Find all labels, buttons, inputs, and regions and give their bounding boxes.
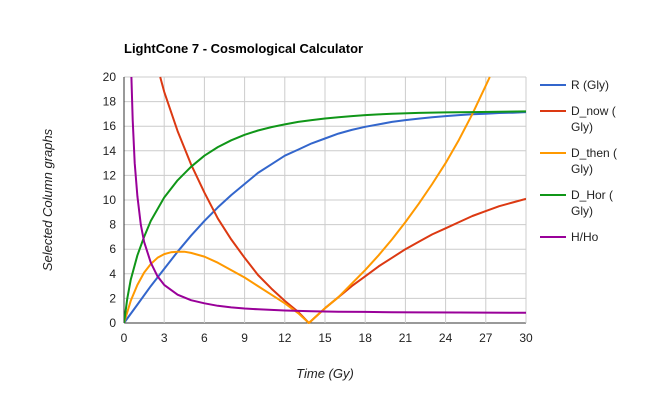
x-axis-label: Time (Gy) — [296, 366, 354, 381]
x-tick-label: 9 — [241, 331, 248, 345]
legend: R (Gly) D_now ( Gly) D_then ( Gly) D_Hor ( Gly… — [540, 78, 617, 244]
series-line-5 — [130, 76, 526, 314]
x-tick-label: 0 — [121, 331, 128, 345]
series-line-1 — [124, 111, 526, 324]
y-tick-label: 8 — [109, 218, 116, 232]
legend-label-line: D_Hor ( — [571, 188, 613, 202]
legend-label-3: D_then ( Gly) — [571, 146, 617, 176]
series-lines — [124, 76, 526, 324]
y-axis-label: Selected Column graphs — [40, 128, 55, 271]
legend-label-line: D_then ( — [571, 146, 617, 160]
y-tick-label: 2 — [109, 291, 116, 305]
x-tick-label: 18 — [359, 331, 373, 345]
series-line-4 — [124, 110, 526, 324]
legend-label-line: D_now ( — [571, 104, 616, 118]
y-tick-label: 4 — [109, 267, 116, 281]
y-tick-label: 14 — [103, 144, 117, 158]
x-tick-label: 6 — [201, 331, 208, 345]
x-tick-label: 3 — [161, 331, 168, 345]
legend-label-line: Gly) — [571, 204, 593, 218]
y-tick-label: 10 — [103, 193, 117, 207]
series-line-3 — [124, 76, 491, 324]
legend-label-line: R (Gly) — [571, 78, 609, 92]
x-tick-label: 24 — [439, 331, 453, 345]
x-tick-label: 27 — [479, 331, 493, 345]
legend-label-2: D_now ( Gly) — [571, 104, 616, 134]
gridlines — [123, 76, 527, 324]
y-tick-label: 6 — [109, 242, 116, 256]
y-tick-label: 12 — [103, 168, 117, 182]
legend-label-5: H/Ho — [571, 230, 599, 244]
legend-label-4: D_Hor ( Gly) — [571, 188, 613, 218]
legend-label-line: Gly) — [571, 162, 593, 176]
y-tick-label: 0 — [109, 316, 116, 330]
legend-label-line: Gly) — [571, 120, 593, 134]
legend-label-line: H/Ho — [571, 230, 599, 244]
x-tick-label: 15 — [318, 331, 332, 345]
y-tick-label: 18 — [103, 95, 117, 109]
legend-label-1: R (Gly) — [571, 78, 609, 92]
x-tick-label: 21 — [399, 331, 413, 345]
x-tick-label: 30 — [519, 331, 533, 345]
x-tick-label: 12 — [278, 331, 292, 345]
y-tick-label: 20 — [103, 70, 117, 84]
chart-title: LightCone 7 - Cosmological Calculator — [124, 41, 363, 56]
y-tick-label: 16 — [103, 119, 117, 133]
